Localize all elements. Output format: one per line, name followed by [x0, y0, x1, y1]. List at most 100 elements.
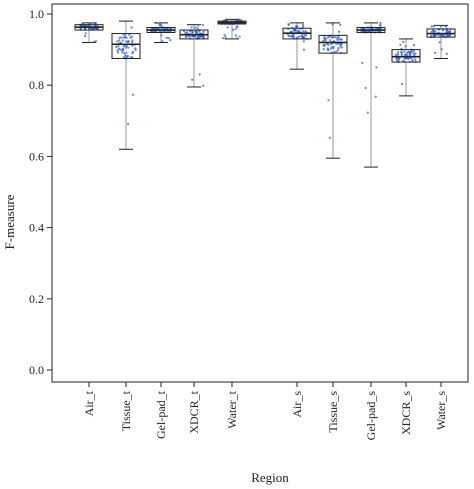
- data-point: [120, 36, 123, 39]
- data-point: [330, 46, 334, 49]
- data-point: [405, 52, 408, 55]
- data-point: [302, 40, 305, 43]
- data-point: [238, 35, 241, 38]
- x-tick-label: Water_t: [225, 390, 239, 428]
- data-point: [188, 35, 191, 38]
- data-point: [155, 21, 158, 24]
- data-point: [225, 18, 229, 22]
- data-point: [302, 25, 305, 28]
- data-point: [124, 54, 127, 57]
- data-point: [395, 58, 398, 61]
- data-point: [198, 73, 201, 76]
- data-point: [379, 22, 382, 25]
- data-point: [331, 23, 334, 26]
- data-point: [379, 24, 382, 27]
- data-point: [361, 61, 364, 64]
- data-point: [432, 25, 435, 28]
- data-point: [404, 57, 407, 61]
- data-point: [296, 36, 299, 39]
- data-point: [234, 27, 237, 31]
- data-point: [169, 39, 172, 42]
- data-point: [302, 48, 306, 51]
- data-point: [289, 30, 292, 33]
- data-point: [327, 43, 330, 46]
- data-point: [332, 36, 335, 39]
- y-tick-label: 0.6: [29, 149, 44, 163]
- data-point: [402, 40, 405, 44]
- data-point: [434, 51, 437, 55]
- x-tick-label: XDCR_s: [399, 391, 413, 435]
- data-point: [226, 26, 229, 29]
- data-point: [115, 45, 118, 49]
- x-tick-label: XDCR_t: [187, 390, 201, 433]
- data-point: [116, 49, 119, 52]
- data-point: [83, 34, 87, 38]
- data-point: [301, 23, 305, 26]
- data-point: [440, 24, 443, 28]
- data-point: [238, 18, 241, 21]
- data-point: [79, 27, 82, 30]
- data-point: [409, 53, 412, 56]
- data-point: [403, 50, 406, 53]
- data-point: [445, 29, 448, 32]
- data-point: [131, 41, 134, 44]
- data-point: [339, 23, 342, 26]
- data-point: [159, 23, 162, 26]
- data-point: [397, 53, 400, 56]
- data-point: [130, 35, 133, 38]
- data-point: [194, 26, 197, 29]
- x-axis-title: Region: [251, 470, 289, 485]
- data-point: [438, 34, 441, 37]
- data-point: [197, 24, 200, 27]
- data-point: [447, 34, 450, 38]
- data-point: [297, 29, 300, 32]
- data-point: [194, 30, 197, 33]
- data-point: [394, 53, 398, 56]
- data-point: [440, 34, 443, 37]
- plot-area: 0.0 0.2 0.4 0.6 0.8 1.0 Air_t Tissue_t Gel-pad_t…: [29, 3, 469, 440]
- data-point: [410, 50, 413, 53]
- data-point: [123, 52, 126, 55]
- data-point: [336, 38, 339, 42]
- data-point: [293, 29, 296, 32]
- data-point: [412, 49, 416, 53]
- data-point: [96, 27, 99, 30]
- y-axis-title: F-measure: [2, 194, 17, 249]
- data-point: [123, 55, 126, 59]
- data-point: [322, 39, 325, 42]
- data-point: [94, 22, 97, 25]
- data-point: [448, 30, 451, 33]
- data-point: [431, 29, 435, 32]
- data-point: [161, 40, 164, 43]
- data-point: [130, 26, 133, 29]
- data-point: [404, 45, 407, 48]
- x-tick-label: Air_s: [290, 391, 304, 418]
- data-point: [287, 22, 290, 26]
- data-point: [235, 37, 238, 40]
- data-point: [199, 34, 202, 38]
- data-point: [323, 37, 326, 40]
- data-point: [231, 28, 235, 31]
- data-point: [122, 45, 125, 48]
- data-point: [118, 36, 121, 39]
- data-point: [190, 26, 193, 29]
- data-point: [337, 47, 340, 50]
- data-point: [95, 40, 98, 43]
- x-tick-label: Tissue_t: [119, 390, 133, 431]
- data-point: [402, 59, 405, 62]
- data-point: [122, 48, 125, 51]
- box-iqr: [391, 49, 421, 63]
- y-tick-label: 0.8: [29, 78, 44, 92]
- data-point: [157, 27, 160, 30]
- data-point: [121, 39, 124, 42]
- data-point: [339, 38, 342, 41]
- data-point: [412, 44, 415, 47]
- data-point: [191, 78, 194, 81]
- y-tick-label: 1.0: [29, 7, 44, 21]
- data-point: [116, 51, 120, 54]
- data-point: [131, 52, 134, 55]
- data-point: [336, 49, 339, 52]
- box-iqr: [111, 33, 141, 60]
- data-point: [196, 27, 199, 30]
